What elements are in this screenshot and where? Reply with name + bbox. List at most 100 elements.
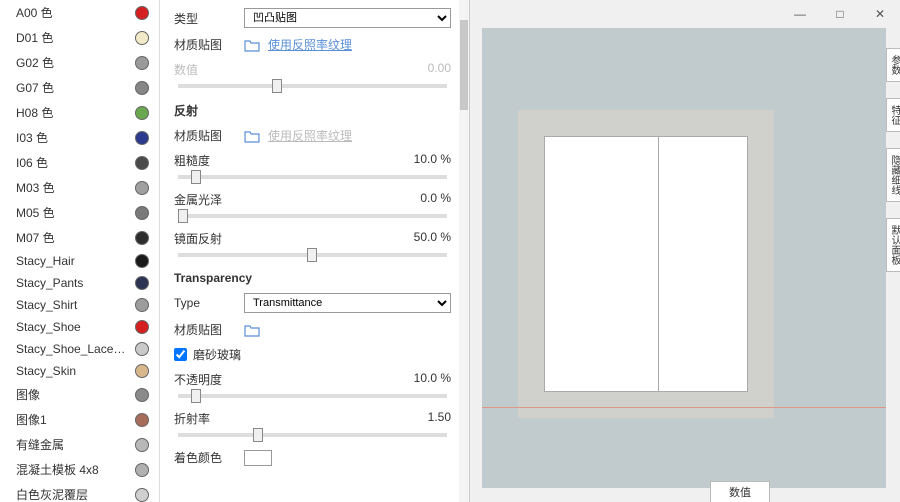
material-name: D01 色 bbox=[16, 29, 129, 46]
material-name: M03 色 bbox=[16, 179, 129, 196]
trans-texmap-label: 材质贴图 bbox=[174, 321, 244, 338]
material-swatch bbox=[135, 254, 149, 268]
material-list[interactable]: A00 色 D01 色 G02 色 G07 色 H08 色I03 色I06 色 M03 色… bbox=[0, 0, 160, 502]
opacity-slider[interactable] bbox=[178, 394, 447, 398]
material-item[interactable]: I03 色 bbox=[0, 125, 159, 150]
properties-panel: 类型 凹凸贴图 材质贴图 使用反照率纹理 数值 0.00 反射 材质贴图 使用反… bbox=[160, 0, 470, 502]
material-name: Stacy_Shoe bbox=[16, 320, 129, 334]
opacity-value: 10.0 % bbox=[414, 371, 451, 388]
roughness-slider[interactable] bbox=[178, 175, 447, 179]
type-select[interactable]: 凹凸贴图 bbox=[244, 8, 451, 28]
material-swatch bbox=[135, 181, 149, 195]
frosted-checkbox[interactable] bbox=[174, 348, 187, 361]
value-slider[interactable] bbox=[178, 84, 447, 88]
3d-viewport[interactable] bbox=[482, 28, 886, 488]
material-item[interactable]: Stacy_Shoe_Laces_S... bbox=[0, 338, 159, 360]
material-item[interactable]: A00 色 bbox=[0, 0, 159, 25]
ior-value: 1.50 bbox=[428, 410, 451, 427]
material-item[interactable]: Stacy_Hair bbox=[0, 250, 159, 272]
panel-scrollbar[interactable] bbox=[459, 0, 469, 502]
metallic-slider bbox=[178, 214, 447, 218]
material-item[interactable]: Stacy_Pants bbox=[0, 272, 159, 294]
material-name: Stacy_Shoe_Laces_S... bbox=[16, 342, 129, 356]
material-item[interactable]: Stacy_Shoe bbox=[0, 316, 159, 338]
specular-slider[interactable] bbox=[178, 253, 447, 257]
material-name: Stacy_Shirt bbox=[16, 298, 129, 312]
material-name: 混凝土模板 4x8 bbox=[16, 461, 129, 478]
material-swatch bbox=[135, 298, 149, 312]
material-swatch bbox=[135, 320, 149, 334]
ior-slider[interactable] bbox=[178, 433, 447, 437]
material-name: 图像 bbox=[16, 386, 129, 403]
material-name: Stacy_Pants bbox=[16, 276, 129, 290]
material-item[interactable]: I06 色 bbox=[0, 150, 159, 175]
material-name: G02 色 bbox=[16, 54, 129, 71]
side-tab[interactable]: 特征 bbox=[886, 98, 900, 132]
material-swatch bbox=[135, 438, 149, 452]
material-swatch bbox=[135, 106, 149, 120]
material-name: Stacy_Hair bbox=[16, 254, 129, 268]
material-swatch bbox=[135, 388, 149, 402]
material-name: 图像1 bbox=[16, 411, 129, 428]
trans-type-select[interactable]: Transmittance bbox=[244, 293, 451, 313]
material-item[interactable]: M05 色 bbox=[0, 200, 159, 225]
tint-swatch[interactable] bbox=[244, 450, 272, 466]
material-swatch bbox=[135, 488, 149, 502]
maximize-button[interactable]: □ bbox=[820, 0, 860, 28]
model-window bbox=[544, 136, 748, 392]
folder-icon[interactable] bbox=[244, 38, 260, 52]
material-swatch bbox=[135, 81, 149, 95]
material-item[interactable]: H08 色 bbox=[0, 100, 159, 125]
material-name: M05 色 bbox=[16, 204, 129, 221]
material-item[interactable]: D01 色 bbox=[0, 25, 159, 50]
material-name: Stacy_Skin bbox=[16, 364, 129, 378]
material-swatch bbox=[135, 413, 149, 427]
material-swatch bbox=[135, 31, 149, 45]
side-tab[interactable]: 隐藏细线 bbox=[886, 148, 900, 202]
type-label: 类型 bbox=[174, 10, 244, 27]
material-name: G07 色 bbox=[16, 79, 129, 96]
material-item[interactable]: 有缝金属 bbox=[0, 432, 159, 457]
model-wall bbox=[518, 110, 774, 418]
frosted-label: 磨砂玻璃 bbox=[193, 346, 241, 363]
material-swatch bbox=[135, 131, 149, 145]
specular-label: 镜面反射 bbox=[174, 230, 222, 247]
side-tab[interactable]: 参数 bbox=[886, 48, 900, 82]
bottom-tab[interactable]: 数值 bbox=[710, 481, 770, 502]
material-item[interactable]: G02 色 bbox=[0, 50, 159, 75]
material-name: M07 色 bbox=[16, 229, 129, 246]
material-item[interactable]: 图像1 bbox=[0, 407, 159, 432]
material-item[interactable]: M07 色 bbox=[0, 225, 159, 250]
close-button[interactable]: ✕ bbox=[860, 0, 900, 28]
trans-type-label: Type bbox=[174, 296, 244, 310]
minimize-button[interactable]: — bbox=[780, 0, 820, 28]
reflection-section: 反射 bbox=[174, 102, 451, 119]
metallic-label: 金属光泽 bbox=[174, 191, 222, 208]
side-tab[interactable]: 默认面板 bbox=[886, 218, 900, 272]
ior-label: 折射率 bbox=[174, 410, 210, 427]
folder-icon[interactable] bbox=[244, 129, 260, 143]
folder-icon[interactable] bbox=[244, 323, 260, 337]
value-label: 数值 bbox=[174, 61, 244, 78]
material-item[interactable]: 图像 bbox=[0, 382, 159, 407]
roughness-label: 粗糙度 bbox=[174, 152, 210, 169]
transparency-section: Transparency bbox=[174, 271, 451, 285]
material-item[interactable]: 混凝土模板 4x8 bbox=[0, 457, 159, 482]
material-swatch bbox=[135, 342, 149, 356]
material-item[interactable]: 白色灰泥覆层 bbox=[0, 482, 159, 502]
roughness-value: 10.0 % bbox=[414, 152, 451, 169]
material-swatch bbox=[135, 364, 149, 378]
material-item[interactable]: G07 色 bbox=[0, 75, 159, 100]
material-item[interactable]: Stacy_Shirt bbox=[0, 294, 159, 316]
material-swatch bbox=[135, 276, 149, 290]
use-albedo-link[interactable]: 使用反照率纹理 bbox=[268, 36, 352, 53]
material-item[interactable]: Stacy_Skin bbox=[0, 360, 159, 382]
tint-label: 着色颜色 bbox=[174, 449, 244, 466]
reflect-texmap-label: 材质贴图 bbox=[174, 127, 244, 144]
material-item[interactable]: M03 色 bbox=[0, 175, 159, 200]
metallic-value: 0.0 % bbox=[420, 191, 451, 208]
material-name: A00 色 bbox=[16, 4, 129, 21]
material-swatch bbox=[135, 6, 149, 20]
material-name: 有缝金属 bbox=[16, 436, 129, 453]
value-number: 0.00 bbox=[428, 61, 451, 78]
